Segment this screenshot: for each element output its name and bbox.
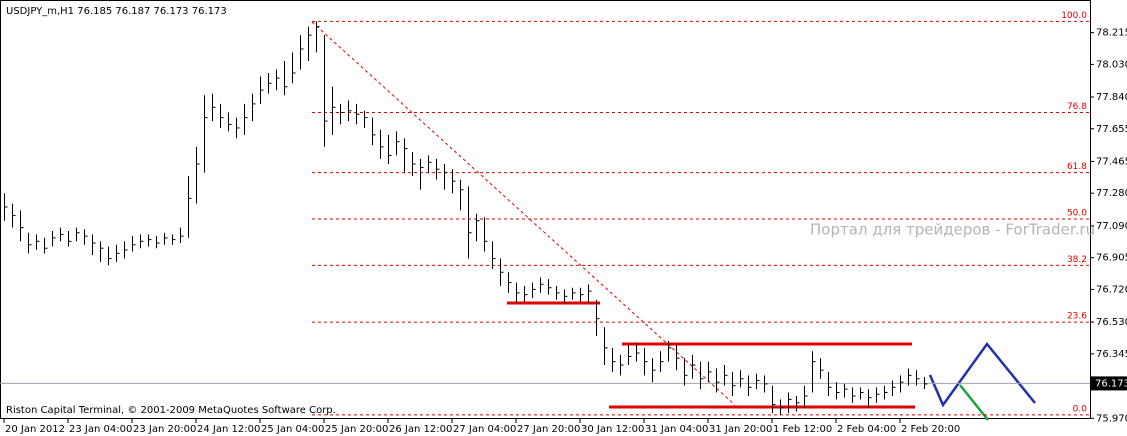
forecast-line: [959, 384, 989, 421]
y-tick-label: 78.030: [1096, 59, 1127, 70]
plot-frame: [0, 0, 1091, 419]
x-tick-label: 31 Jan 04:00: [645, 424, 708, 435]
x-tick-label: 26 Jan 12:00: [389, 424, 452, 435]
x-tick-label: 1 Feb 12:00: [773, 424, 832, 435]
y-tick-label: 77.465: [1096, 156, 1127, 167]
x-tick-label: 24 Jan 12:00: [197, 424, 260, 435]
x-tick-label: 2 Feb 04:00: [837, 424, 896, 435]
y-tick-label: 77.280: [1096, 188, 1127, 199]
x-tick-label: 23 Jan 20:00: [133, 424, 196, 435]
fib-label: 76.8: [1067, 102, 1087, 112]
x-tick-label: 25 Jan 04:00: [261, 424, 324, 435]
forecast-zigzag: [928, 341, 1036, 408]
y-tick-label: 77.655: [1096, 124, 1127, 135]
y-tick-label: 75.970: [1096, 413, 1127, 424]
y-tick-label: 77.090: [1096, 221, 1127, 232]
fib-label: 0.0: [1073, 404, 1088, 414]
fib-label: 23.6: [1067, 312, 1087, 322]
y-tick-label: 76.345: [1096, 349, 1127, 360]
x-tick-label: 31 Jan 20:00: [709, 424, 772, 435]
last-price-box: [1091, 376, 1127, 391]
watermark: Портал для трейдеров - ForTrader.ru: [810, 221, 1095, 239]
y-tick-label: 78.215: [1096, 28, 1127, 39]
x-tick-label: 25 Jan 20:00: [325, 424, 388, 435]
fib-label: 61.8: [1067, 162, 1087, 172]
y-tick-label: 76.905: [1096, 253, 1127, 264]
y-tick-label: 76.530: [1096, 317, 1127, 328]
y-tick-label: 77.840: [1096, 92, 1127, 103]
x-tick-label: 27 Jan 04:00: [453, 424, 516, 435]
x-tick-label: 27 Jan 20:00: [517, 424, 580, 435]
x-tick-label: 30 Jan 12:00: [581, 424, 644, 435]
fib-label: 38.2: [1067, 255, 1087, 265]
x-tick-label: 20 Jan 2012: [5, 424, 65, 435]
fib-label: 50.0: [1067, 209, 1087, 219]
trend-line: [311, 21, 736, 406]
x-tick-label: 23 Jan 04:00: [69, 424, 132, 435]
x-tick-label: 2 Feb 20:00: [901, 424, 960, 435]
footer: Riston Capital Terminal, © 2001-2009 Met…: [6, 405, 336, 416]
last-price-label: 76.173: [1095, 378, 1127, 389]
y-tick-label: 76.720: [1096, 284, 1127, 295]
fib-label: 100.0: [1061, 11, 1087, 21]
chart-title: USDJPY_m,H1 76.185 76.187 76.173 76.173: [6, 6, 227, 17]
